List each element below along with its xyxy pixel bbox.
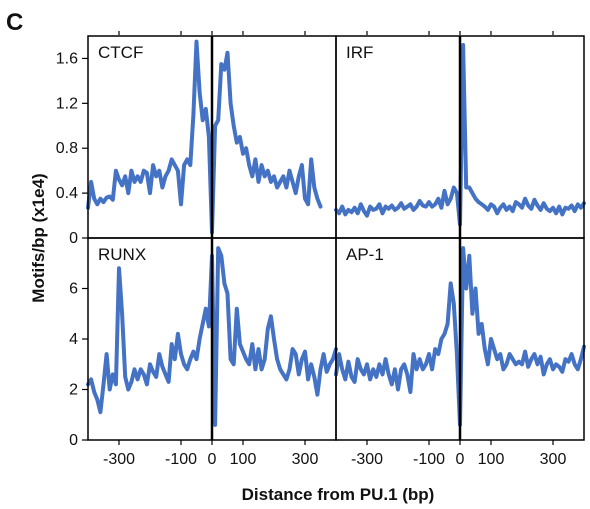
x-tick-label: 0 bbox=[208, 451, 217, 468]
y-tick-label: 0.8 bbox=[56, 140, 78, 157]
y-tick-label: 4 bbox=[69, 331, 78, 348]
panel-irf: IRF bbox=[334, 31, 586, 239]
panel-runx: RUNX 0 2 4 6 -300 -100 0 100 300 bbox=[69, 237, 338, 468]
x-tick-label: 100 bbox=[478, 451, 505, 468]
x-tick-label: 100 bbox=[230, 451, 257, 468]
panel-title: AP-1 bbox=[346, 245, 384, 264]
panel-title: CTCF bbox=[98, 43, 143, 62]
y-tick-label: 0.4 bbox=[56, 185, 78, 202]
y-tick-label: 2 bbox=[69, 382, 78, 399]
y-tick-label: 1.6 bbox=[56, 50, 78, 67]
panel-ap-1: AP-1 -300 -100 0 100 300 bbox=[334, 237, 586, 468]
x-axis-title: Distance from PU.1 (bp) bbox=[242, 485, 435, 504]
y-axis-title: Motifs/bp (x1e4) bbox=[29, 173, 48, 302]
x-tick-label: -100 bbox=[413, 451, 445, 468]
y-tick-label: 6 bbox=[69, 281, 78, 298]
panel-title: IRF bbox=[346, 43, 373, 62]
x-tick-label: 300 bbox=[292, 451, 319, 468]
x-tick-label: -100 bbox=[165, 451, 197, 468]
x-tick-label: -300 bbox=[103, 451, 135, 468]
y-tick-label: 0 bbox=[69, 432, 78, 449]
panel-letter: C bbox=[6, 9, 23, 36]
x-tick-label: 300 bbox=[540, 451, 567, 468]
panel-ctcf: CTCF 0 0.4 0.8 1.2 1.6 bbox=[56, 31, 337, 247]
x-tick-label: 0 bbox=[456, 451, 465, 468]
plot-area: CTCF 0 0.4 0.8 1.2 1.6 IRF RUNX 0 2 4 6 -300 -100 0 100… bbox=[56, 31, 586, 468]
y-tick-label: 0 bbox=[69, 230, 78, 247]
x-tick-label: -300 bbox=[351, 451, 383, 468]
y-tick-label: 1.2 bbox=[56, 95, 78, 112]
series-line bbox=[86, 39, 323, 235]
panel-title: RUNX bbox=[98, 245, 146, 264]
